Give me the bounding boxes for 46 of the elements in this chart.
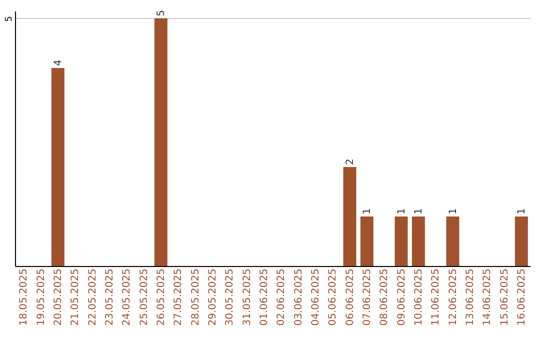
x-tick-label: 14.06.2025 <box>482 268 494 326</box>
data-label: 1 <box>362 208 373 214</box>
data-label: 5 <box>156 10 167 16</box>
x-tick-label: 07.06.2025 <box>362 268 373 326</box>
x-tick-label: 23.05.2025 <box>104 268 116 326</box>
bar <box>360 216 374 266</box>
x-tick-label: 08.06.2025 <box>379 268 390 326</box>
x-tick-label: 19.05.2025 <box>36 268 47 326</box>
data-label: 4 <box>52 60 64 66</box>
x-tick-label: 09.06.2025 <box>396 268 408 326</box>
bar <box>343 166 356 266</box>
x-tick-label: 04.06.2025 <box>310 268 322 326</box>
data-label: 1 <box>516 208 528 214</box>
x-tick-label: 21.05.2025 <box>70 268 82 326</box>
bar <box>412 216 425 266</box>
x-tick-label: 30.05.2025 <box>224 268 236 326</box>
x-tick-label: 27.05.2025 <box>173 268 184 326</box>
data-label: 1 <box>448 208 459 214</box>
data-label: 2 <box>344 158 356 165</box>
x-tick-label: 26.05.2025 <box>156 268 167 326</box>
x-tick-label: 12.06.2025 <box>448 268 459 326</box>
x-tick-label: 22.05.2025 <box>87 268 98 326</box>
x-tick-label: 06.06.2025 <box>344 268 356 326</box>
x-tick-label: 25.05.2025 <box>138 268 150 326</box>
x-tick-label: 15.06.2025 <box>499 268 510 326</box>
bar <box>394 216 408 266</box>
x-tick-label: 18.05.2025 <box>18 268 30 326</box>
bar <box>51 68 64 266</box>
x-tick-label: 10.06.2025 <box>413 268 424 326</box>
x-tick-label: 28.05.2025 <box>190 268 202 326</box>
x-tick-label: 31.05.2025 <box>242 268 253 326</box>
x-tick-label: 20.05.2025 <box>52 268 64 326</box>
data-label: 1 <box>396 208 408 214</box>
x-tick-label: 01.06.2025 <box>258 268 270 326</box>
bar <box>446 216 460 266</box>
data-label: 1 <box>413 208 424 214</box>
x-tick-label: 05.06.2025 <box>328 268 339 326</box>
x-tick-label: 24.05.2025 <box>122 268 133 326</box>
x-tick-label: 13.06.2025 <box>464 268 476 326</box>
x-tick-label: 16.06.2025 <box>516 268 528 326</box>
x-tick-label: 29.05.2025 <box>207 268 218 326</box>
bar <box>514 216 528 266</box>
bar <box>154 18 168 266</box>
x-tick-label: 11.06.2025 <box>430 268 442 326</box>
x-tick-label: 03.06.2025 <box>293 268 304 326</box>
x-tick-label: 02.06.2025 <box>276 268 288 326</box>
